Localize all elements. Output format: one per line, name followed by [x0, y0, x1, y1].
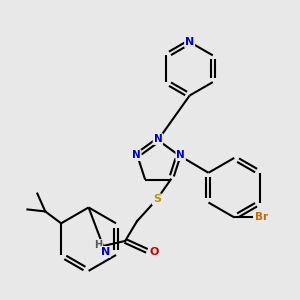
Text: O: O: [149, 247, 159, 257]
Text: Br: Br: [255, 212, 268, 222]
Text: N: N: [185, 37, 194, 47]
Text: N: N: [132, 150, 141, 160]
Text: N: N: [101, 247, 110, 257]
Text: S: S: [153, 194, 161, 204]
Text: N: N: [176, 150, 185, 160]
Text: N: N: [154, 134, 162, 144]
Text: H: H: [94, 240, 103, 250]
